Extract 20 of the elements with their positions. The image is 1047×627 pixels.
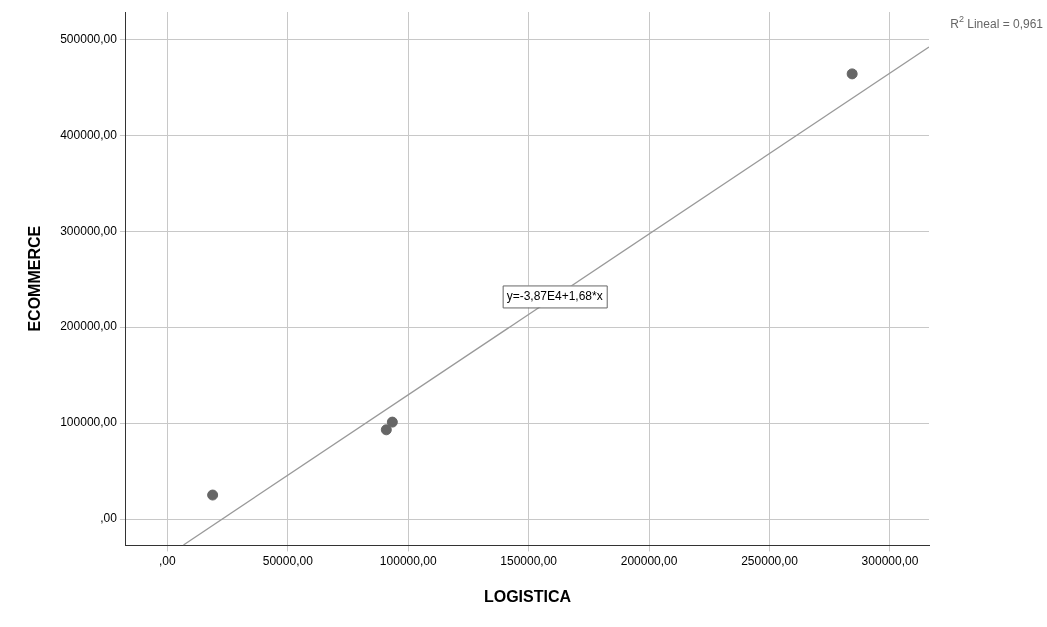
x-tick-label: 250000,00	[741, 553, 799, 568]
point	[207, 489, 219, 501]
x-tick-label: ,00	[159, 553, 177, 568]
y-tick-label: 300000,00	[60, 223, 118, 238]
x-tick-label: 150000,00	[500, 553, 558, 568]
point	[846, 68, 858, 80]
y-tick-label: 400000,00	[60, 127, 118, 142]
x-tick-label: 300000,00	[861, 553, 919, 568]
x-tick-label: 200000,00	[620, 553, 678, 568]
point	[380, 424, 392, 436]
x-axis-title: LOGISTICA	[483, 587, 572, 605]
x-tick-label: 100000,00	[379, 553, 437, 568]
annotation: y=-3,87E4+1,68*x	[506, 288, 603, 303]
y-tick-label: ,00	[100, 511, 118, 526]
y-tick-label: 200000,00	[60, 319, 118, 334]
point	[386, 416, 398, 428]
y-tick-label: 500000,00	[60, 31, 118, 46]
x-tick-label: 50000,00	[262, 553, 314, 568]
y-tick-label: 100000,00	[60, 415, 118, 430]
y-axis-title: ECOMMERCE	[26, 225, 44, 332]
